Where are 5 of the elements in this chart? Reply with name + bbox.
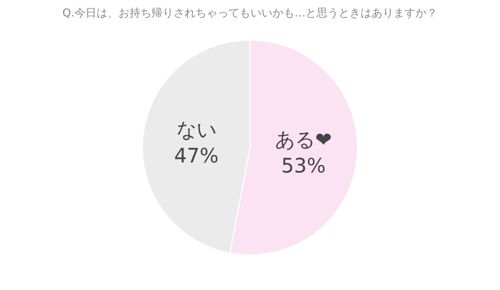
slice-label: ない xyxy=(176,117,216,142)
data-label: 53% xyxy=(281,154,326,178)
chart-title: Q.今日は、お持ち帰りされちゃってもいいかも…と思うときはありますか？ xyxy=(62,6,438,20)
data-label: 47% xyxy=(174,143,219,168)
slice-label: ある❤ xyxy=(275,128,332,152)
